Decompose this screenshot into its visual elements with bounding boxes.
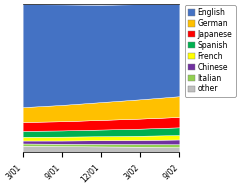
Legend: English, German, Japanese, Spanish, French, Chinese, Italian, other: English, German, Japanese, Spanish, Fren… xyxy=(185,5,235,96)
